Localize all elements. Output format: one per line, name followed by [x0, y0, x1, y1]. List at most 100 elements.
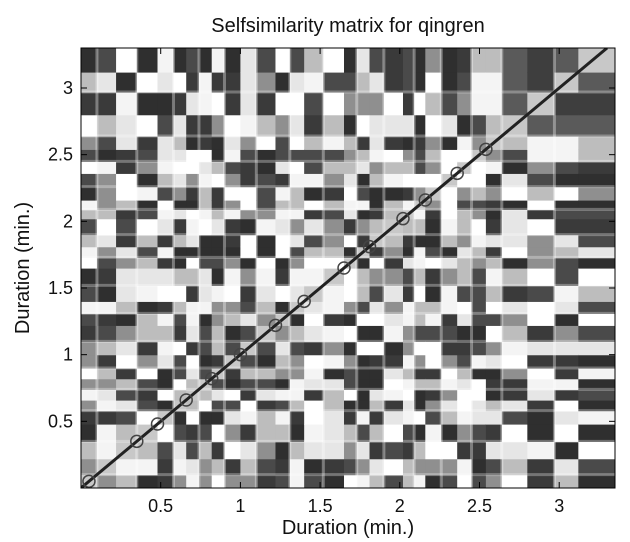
heatmap-cell: [527, 186, 556, 201]
heatmap-cell: [224, 325, 241, 342]
heatmap-cell: [211, 325, 226, 342]
heatmap-cell: [356, 325, 371, 342]
heatmap-cell: [136, 474, 159, 488]
heatmap-cell: [240, 114, 257, 137]
heatmap-cell: [471, 474, 487, 488]
heatmap-cell: [211, 474, 226, 488]
heatmap-cell: [173, 246, 187, 258]
heatmap-cell: [136, 114, 159, 137]
heatmap-cell: [369, 246, 385, 258]
heatmap-cell: [501, 341, 528, 356]
heatmap-cell: [369, 313, 385, 326]
heatmap-cell: [116, 301, 138, 314]
heatmap-cell: [356, 474, 371, 488]
heatmap-cell: [81, 72, 98, 93]
heatmap-cell: [186, 313, 200, 326]
heatmap-cell: [344, 72, 358, 93]
heatmap-cell: [304, 368, 324, 380]
heatmap-cell: [304, 149, 324, 162]
heatmap-cell: [186, 400, 200, 412]
heatmap-cell: [304, 341, 324, 356]
heatmap-cell: [369, 218, 385, 236]
heatmap-cell: [136, 341, 159, 356]
heatmap-cell: [471, 313, 487, 326]
heatmap-cell: [471, 325, 487, 342]
heatmap-cell: [96, 341, 117, 356]
heatmap-cell: [256, 458, 277, 476]
heatmap-cell: [157, 301, 175, 314]
heatmap-cell: [323, 410, 345, 425]
heatmap-cell: [356, 301, 371, 314]
heatmap-cell: [116, 136, 138, 150]
heatmap-cell: [256, 209, 277, 220]
heatmap-cell: [275, 441, 291, 460]
heatmap-cell: [356, 268, 371, 286]
heatmap-cell: [578, 234, 615, 248]
heatmap-cell: [402, 285, 415, 302]
heatmap-cell: [578, 218, 615, 236]
heatmap-cell: [501, 400, 528, 412]
heatmap-cell: [304, 424, 324, 442]
heatmap-cell: [471, 209, 487, 220]
heatmap-cell: [173, 257, 187, 269]
heatmap-cell: [157, 218, 175, 236]
heatmap-cell: [414, 186, 426, 201]
heatmap-cell: [96, 92, 117, 116]
heatmap-cell: [356, 354, 371, 369]
heatmap-cell: [157, 257, 175, 269]
heatmap-cell: [81, 209, 98, 220]
heatmap-cell: [344, 200, 358, 210]
heatmap-cell: [414, 136, 426, 150]
heatmap-cell: [441, 72, 458, 93]
heatmap-cell: [136, 72, 159, 93]
heatmap-cell: [211, 389, 226, 401]
heatmap-cell: [383, 458, 404, 476]
heatmap-cell: [289, 268, 305, 286]
chart-title: Selfsimilarity matrix for qingren: [211, 15, 484, 37]
heatmap-cell: [554, 325, 579, 342]
heatmap-cell: [485, 72, 503, 93]
heatmap-cell: [344, 410, 358, 425]
heatmap-cell: [485, 285, 503, 302]
heatmap-cell: [425, 313, 442, 326]
heatmap-cell: [256, 72, 277, 93]
heatmap-cell: [136, 378, 159, 390]
heatmap-cell: [471, 268, 487, 286]
heatmap-cell: [224, 410, 241, 425]
heatmap-cell: [211, 173, 226, 188]
heatmap-cell: [554, 458, 579, 476]
heatmap-cell: [485, 341, 503, 356]
heatmap: [81, 48, 615, 488]
heatmap-cell: [441, 474, 458, 488]
heatmap-cell: [323, 161, 345, 174]
heatmap-cell: [578, 400, 615, 412]
heatmap-cell: [224, 114, 241, 137]
heatmap-cell: [501, 234, 528, 248]
heatmap-cell: [414, 48, 426, 73]
heatmap-cell: [289, 114, 305, 137]
heatmap-cell: [116, 92, 138, 116]
heatmap-cell: [457, 354, 473, 369]
heatmap-cell: [116, 458, 138, 476]
diagonal-marker: [179, 393, 193, 407]
heatmap-cell: [471, 161, 487, 174]
heatmap-cell: [344, 48, 358, 73]
heatmap-cell: [485, 378, 503, 390]
heatmap-cell: [240, 209, 257, 220]
heatmap-cell: [501, 92, 528, 116]
heatmap-cell: [224, 368, 241, 380]
heatmap-cell: [275, 368, 291, 380]
heatmap-cell: [211, 200, 226, 210]
heatmap-cell: [527, 48, 556, 73]
heatmap-cell: [501, 268, 528, 286]
heatmap-cell: [116, 285, 138, 302]
heatmap-cell: [344, 234, 358, 248]
heatmap-cell: [198, 341, 213, 356]
heatmap-cell: [414, 114, 426, 137]
heatmap-cell: [554, 341, 579, 356]
heatmap-cell: [402, 218, 415, 236]
heatmap-cell: [383, 378, 404, 390]
heatmap-cell: [157, 72, 175, 93]
heatmap-cell: [414, 458, 426, 476]
heatmap-cell: [323, 325, 345, 342]
